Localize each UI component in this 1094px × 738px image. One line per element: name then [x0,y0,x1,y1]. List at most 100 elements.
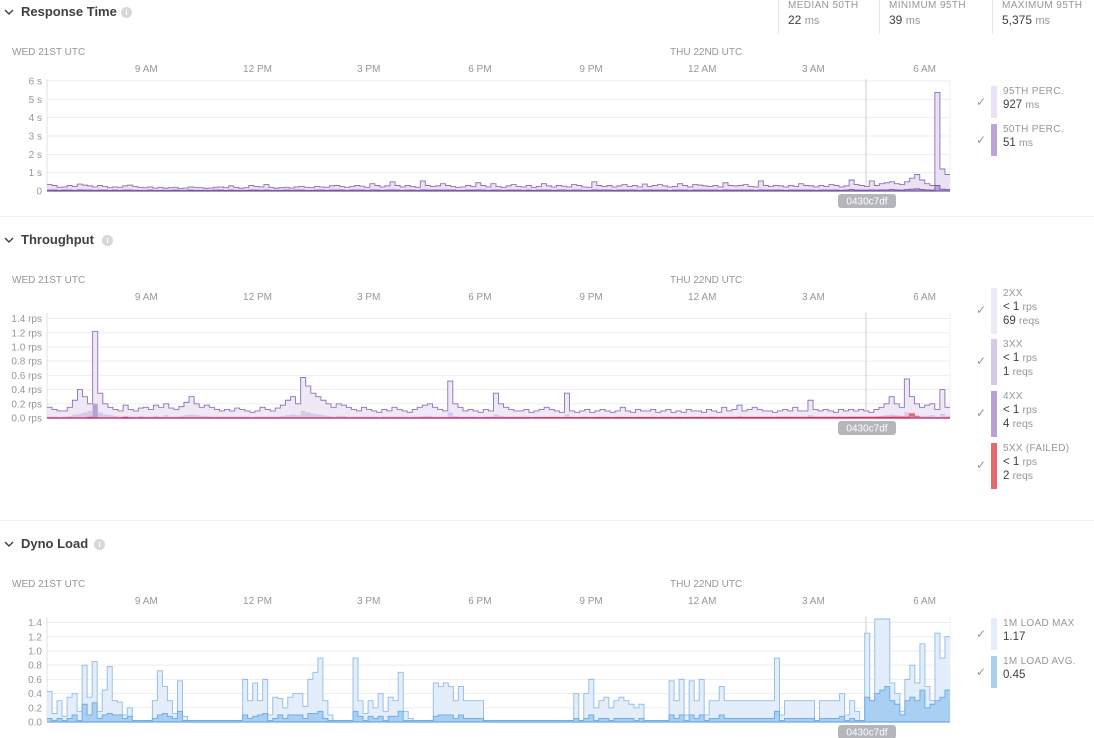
y-tick-label: 0.4 [28,689,42,700]
legend-swatch [991,339,997,385]
release-badge [838,725,896,738]
stat-label: MAXIMUM 95TH [1002,0,1083,11]
y-tick-label: 3 s [29,132,42,143]
legend-item-50th[interactable]: ✓ 50TH PERC. 51 ms [976,124,1094,158]
y-tick-label: 0.8 rps [11,357,42,368]
x-tick-label: 3 PM [357,292,380,303]
legend-swatch [991,443,997,489]
dyno-load-chart[interactable]: 0.0 0.2 0.4 0.6 0.8 1.0 1.2 1.4 9 AM 12 PM 3 PM 6 P… [0,590,960,738]
legend-text: 1M LOAD MAX 1.17 [1003,618,1075,643]
y-tick-label: 1 s [29,168,42,179]
x-tick-label: 6 PM [468,292,491,303]
x-tick-label: 6 PM [468,64,491,75]
legend-swatch [991,86,997,118]
info-icon[interactable]: i [121,7,132,18]
y-tick-label: 0.6 [28,675,42,686]
legend-text: 50TH PERC. 51 ms [1003,124,1064,149]
section-title[interactable]: Throughput [21,232,94,247]
release-badge-label: 0430c7df [846,424,887,435]
series-line [47,92,950,189]
x-tick-label: 9 PM [579,596,602,607]
section-title[interactable]: Dyno Load [21,536,89,551]
legend-swatch [991,391,997,437]
legend-item-load-max[interactable]: ✓ 1M LOAD MAX 1.17 [976,618,1094,652]
dyno-load-section: Dyno Load i WED 21ST UTC THU 22ND UTC 0.… [0,532,1094,738]
check-icon[interactable]: ✓ [976,406,987,420]
check-icon[interactable]: ✓ [976,354,987,368]
check-icon[interactable]: ✓ [976,458,987,472]
x-tick-label: 6 AM [913,292,936,303]
day-label-thu: THU 22ND UTC [670,47,743,58]
series-area [47,403,950,418]
y-tick-label: 0.0 [28,718,42,729]
y-tick-label: 0.6 rps [11,371,42,382]
x-tick-label: 9 AM [135,596,158,607]
y-tick-label: 0.8 [28,661,42,672]
x-tick-label: 6 PM [468,596,491,607]
legend-text: 95TH PERC. 927 ms [1003,86,1064,111]
y-tick-label: 0.0 rps [11,414,42,425]
legend-text: 3XX < 1 rps 1 reqs [1003,339,1038,378]
x-tick-label: 12 PM [243,596,272,607]
y-tick-label: 1.0 [28,646,42,657]
x-tick-label: 9 AM [135,64,158,75]
stat-median-50th: MEDIAN 50TH 22 ms [778,0,882,34]
y-tick-label: 4 s [29,113,42,124]
day-label-thu: THU 22ND UTC [670,275,743,286]
legend-item-5xx[interactable]: ✓ 5XX (FAILED) < 1 rps 2 reqs [976,443,1094,491]
legend-item-95th[interactable]: ✓ 95TH PERC. 927 ms [976,86,1094,120]
section-divider [0,216,1094,217]
check-icon[interactable]: ✓ [976,665,987,679]
stat-label: MEDIAN 50TH [788,0,859,11]
day-label-wed: WED 21ST UTC [12,579,86,590]
release-badge-label: 0430c7df [846,197,887,208]
legend-item-2xx[interactable]: ✓ 2XX < 1 rps 69 reqs [976,288,1094,336]
section-divider [0,520,1094,521]
check-icon[interactable]: ✓ [976,303,987,317]
y-tick-label: 5 s [29,95,42,106]
check-icon[interactable]: ✓ [976,95,987,109]
x-tick-label: 6 AM [913,64,936,75]
throughput-chart[interactable]: 0.0 rps 0.2 rps 0.4 rps 0.6 rps 0.8 rps 1.0 r… [0,286,960,496]
x-tick-label: 12 AM [688,64,716,75]
x-tick-label: 3 AM [802,64,825,75]
legend-swatch [991,124,997,156]
stat-maximum-95th: MAXIMUM 95TH 5,375 ms [992,0,1094,34]
response-time-section: Response Time i MEDIAN 50TH 22 ms MINIMU… [0,0,1094,216]
series-line [47,686,950,722]
info-icon[interactable]: i [94,539,105,550]
legend-item-load-avg[interactable]: ✓ 1M LOAD AVG. 0.45 [976,656,1094,690]
legend-swatch [991,656,997,688]
stat-value: 22 ms [788,13,820,27]
day-label-wed: WED 21ST UTC [12,275,86,286]
info-icon[interactable]: i [102,235,113,246]
section-title[interactable]: Response Time [21,4,117,19]
chevron-down-icon[interactable] [4,235,14,245]
x-tick-label: 12 PM [243,64,272,75]
legend-item-3xx[interactable]: ✓ 3XX < 1 rps 1 reqs [976,339,1094,387]
y-tick-label: 1.4 [28,618,42,629]
y-tick-label: 1.0 rps [11,342,42,353]
x-tick-label: 3 PM [357,64,380,75]
y-tick-label: 6 s [29,77,42,88]
chevron-down-icon[interactable] [4,539,14,549]
series-area [47,92,950,191]
check-icon[interactable]: ✓ [976,133,987,147]
legend-text: 1M LOAD AVG. 0.45 [1003,656,1076,681]
release-badge-label: 0430c7df [846,728,887,738]
legend-swatch [991,288,997,334]
x-tick-label: 9 AM [135,292,158,303]
release-badge [838,421,896,435]
y-tick-label: 0.2 [28,703,42,714]
chevron-down-icon[interactable] [4,7,14,17]
x-tick-label: 3 AM [802,596,825,607]
x-tick-label: 12 PM [243,292,272,303]
check-icon[interactable]: ✓ [976,627,987,641]
x-tick-label: 3 AM [802,292,825,303]
response-time-chart[interactable]: 0 1 s 2 s 3 s 4 s 5 s 6 s 9 AM 12 PM 3 PM 6 PM 9 PM… [0,58,960,208]
x-tick-label: 3 PM [357,596,380,607]
legend-item-4xx[interactable]: ✓ 4XX < 1 rps 4 reqs [976,391,1094,439]
y-tick-label: 0.2 rps [11,399,42,410]
x-tick-label: 9 PM [579,64,602,75]
day-label-wed: WED 21ST UTC [12,47,86,58]
